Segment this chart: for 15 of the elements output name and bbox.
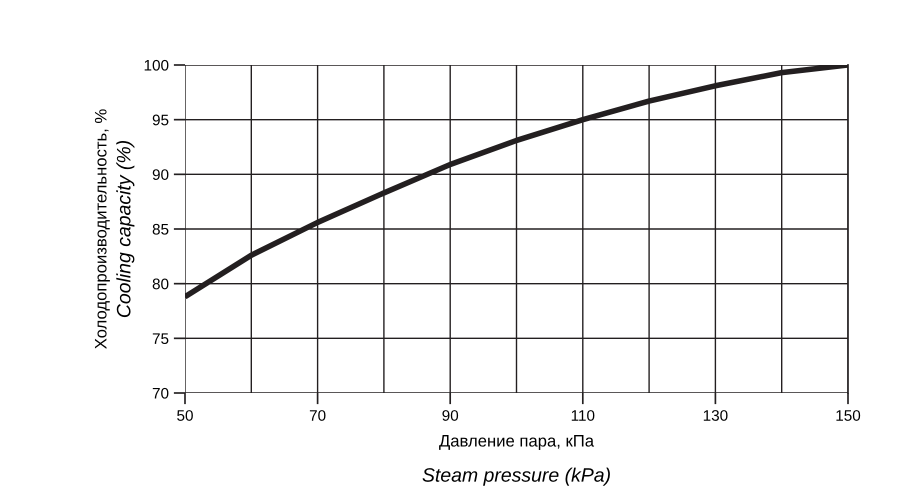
x-tick-label: 90 — [442, 410, 458, 421]
y-tick-label: 80 — [152, 278, 168, 290]
y-tick-label: 75 — [152, 333, 168, 344]
y-tick-label: 85 — [152, 224, 168, 235]
y-axis-title: Холодопроизводительность, % Cooling capacity (%) — [94, 109, 134, 349]
x-tick-label: 70 — [310, 410, 326, 421]
x-tick-label: 150 — [836, 410, 860, 421]
x-axis-title: Давление пара, кПа Steam pressure (kPa) — [422, 435, 610, 486]
y-tick-label: 90 — [152, 169, 168, 180]
x-tick-label: 110 — [572, 410, 594, 421]
y-tick-label: 95 — [152, 114, 168, 126]
y-tick-label: 100 — [144, 60, 168, 71]
y-tick-label: 70 — [152, 388, 168, 399]
x-tick-label: 130 — [704, 410, 728, 421]
x-tick-label: 50 — [177, 410, 193, 421]
